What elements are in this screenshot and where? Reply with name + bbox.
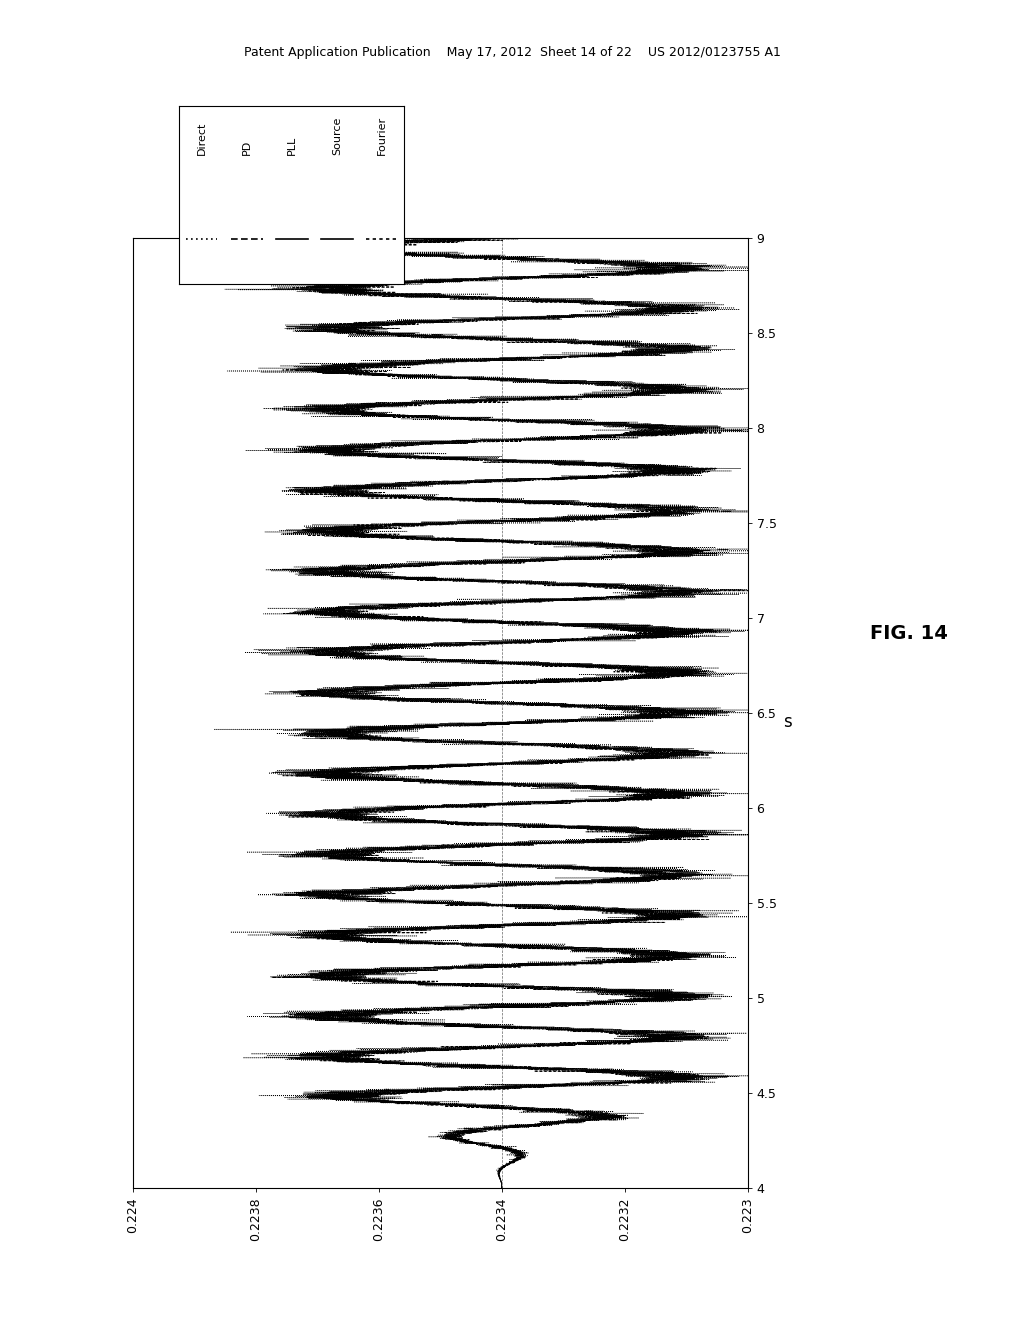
Y-axis label: s: s [783, 713, 792, 731]
Text: Patent Application Publication    May 17, 2012  Sheet 14 of 22    US 2012/012375: Patent Application Publication May 17, 2… [244, 46, 780, 59]
Text: PLL: PLL [287, 136, 297, 156]
Text: Direct: Direct [197, 123, 207, 156]
Text: Source: Source [332, 117, 342, 156]
Text: Fourier: Fourier [377, 116, 387, 156]
Text: PD: PD [242, 140, 252, 156]
Text: FIG. 14: FIG. 14 [870, 624, 948, 643]
